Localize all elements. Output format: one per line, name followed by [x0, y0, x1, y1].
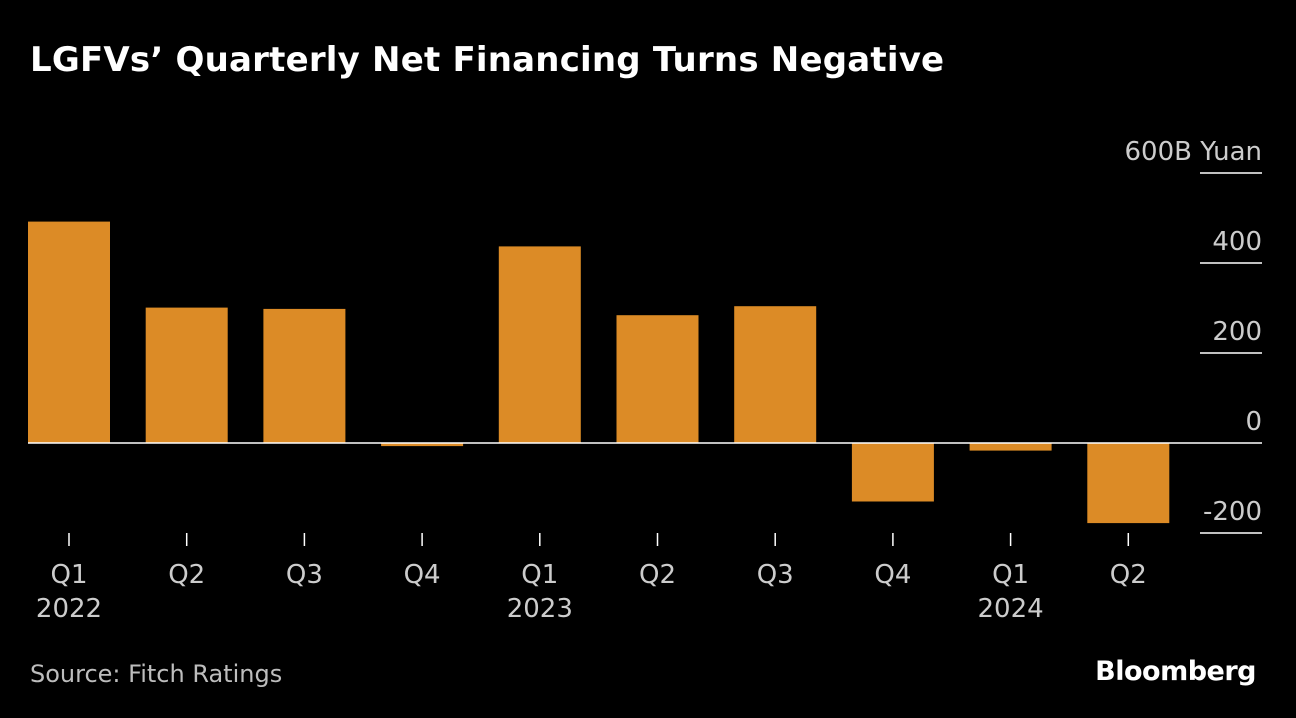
x-tick-label: Q1 — [521, 560, 558, 590]
chart-title: LGFVs’ Quarterly Net Financing Turns Neg… — [30, 40, 945, 80]
y-tick-label: 200 — [1212, 317, 1262, 347]
y-axis: 600B Yuan 400 200 0 -200 — [28, 137, 1262, 534]
y-tick-label: 600B Yuan — [1124, 137, 1262, 167]
bar-6 — [616, 315, 699, 443]
bars-layer — [28, 221, 1170, 524]
bloomberg-logo: Bloomberg — [1095, 656, 1256, 687]
x-tick-label: Q4 — [874, 560, 911, 590]
x-tick-year-label: 2024 — [978, 594, 1044, 624]
x-tick-label: Q2 — [639, 560, 676, 590]
source-note: Source: Fitch Ratings — [30, 660, 283, 688]
bar-9 — [969, 443, 1052, 451]
x-tick-year-label: 2022 — [36, 594, 102, 624]
x-tick-label: Q2 — [168, 560, 205, 590]
x-tick-label: Q3 — [757, 560, 794, 590]
x-tick-label: Q1 — [992, 560, 1029, 590]
bar-4 — [381, 443, 464, 447]
x-tick-label: Q4 — [404, 560, 441, 590]
bar-5 — [498, 246, 581, 443]
x-axis: Q1 2022 Q2 Q3 Q4 Q1 2023 Q2 Q3 Q4 Q1 2024 Q2 — [36, 533, 1147, 624]
bar-8 — [851, 443, 934, 502]
bar-1 — [28, 221, 110, 443]
y-tick-label: -200 — [1203, 497, 1262, 527]
bar-7 — [734, 306, 817, 443]
bar-3 — [263, 308, 346, 443]
y-tick-label: 0 — [1245, 407, 1262, 437]
x-tick-label: Q2 — [1110, 560, 1147, 590]
y-tick-label: 400 — [1212, 227, 1262, 257]
bar-10 — [1087, 443, 1170, 524]
x-tick-year-label: 2023 — [507, 594, 573, 624]
bar-2 — [145, 307, 228, 443]
x-tick-label: Q1 — [50, 560, 87, 590]
x-tick-label: Q3 — [286, 560, 323, 590]
